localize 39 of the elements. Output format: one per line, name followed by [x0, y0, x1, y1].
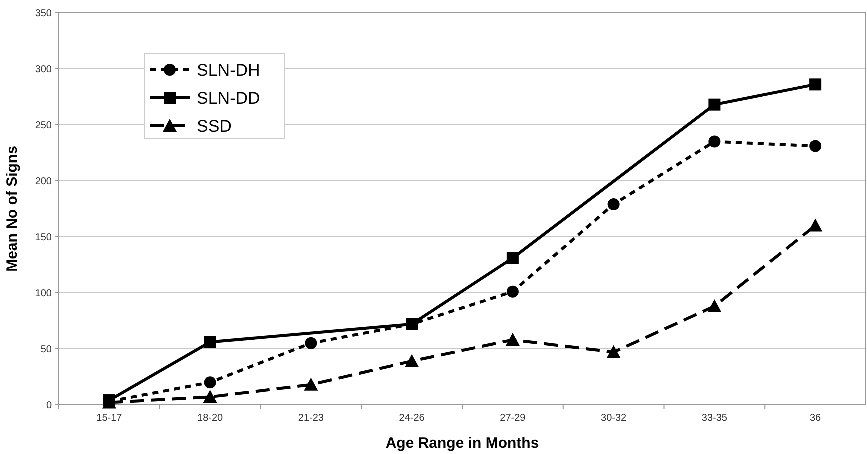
point [204, 376, 216, 389]
legend-label: SSD [197, 116, 232, 136]
y-axis-title: Mean No of Signs [4, 146, 21, 272]
point [708, 98, 721, 111]
point [606, 345, 621, 358]
y-tick-label: 350 [35, 8, 52, 20]
x-axis-title: Age Range in Months [386, 435, 540, 452]
point [708, 299, 722, 312]
y-tick-label: 50 [40, 344, 52, 356]
x-tick-label: 27-29 [500, 413, 526, 424]
x-tick-label: 33-35 [702, 413, 728, 424]
point [506, 286, 519, 298]
point [810, 140, 822, 152]
point [405, 354, 420, 368]
point [203, 390, 218, 404]
x-tick-label: 36 [810, 413, 822, 424]
x-tick-label: 15-17 [96, 413, 123, 424]
x-tick-label: 18-20 [198, 413, 224, 424]
x-tick-label: 21-23 [298, 413, 324, 424]
point [204, 336, 216, 348]
legend-label: SLN-DD [197, 88, 260, 108]
y-tick-label: 100 [35, 288, 52, 300]
point [304, 378, 318, 391]
y-tick-label: 300 [35, 64, 52, 76]
y-tick-label: 150 [35, 232, 52, 244]
point [506, 252, 519, 264]
point [406, 318, 418, 330]
point [305, 337, 318, 350]
x-tick-label: 24-26 [399, 413, 426, 424]
point [810, 78, 822, 91]
y-tick-label: 0 [46, 400, 52, 412]
x-tick-label: 30-32 [601, 413, 628, 424]
y-tick-label: 200 [35, 176, 52, 188]
y-tick-label: 250 [35, 120, 52, 132]
point [608, 198, 620, 211]
point [506, 333, 520, 346]
legend-label: SLN-DH [197, 60, 260, 80]
point [708, 136, 721, 148]
point [808, 218, 823, 232]
